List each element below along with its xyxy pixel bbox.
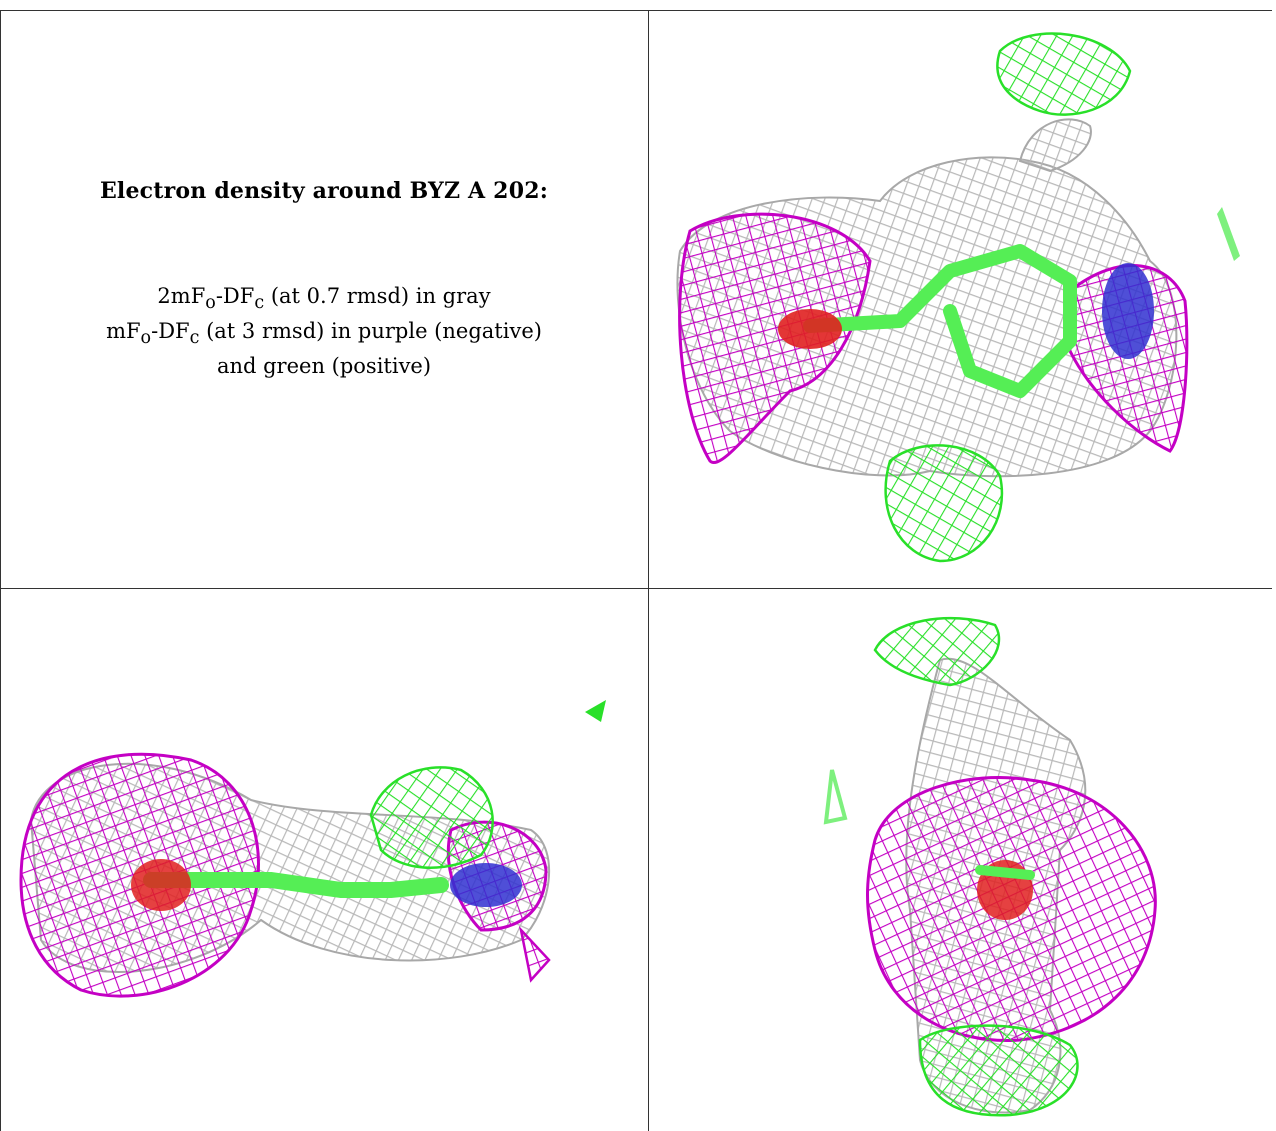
density-panel-bottom-left	[1, 590, 647, 1131]
caption-description: 2mFo-DFc (at 0.7 rmsd) in gray mFo-DFc (…	[0, 282, 648, 380]
electron-density-view-1-icon	[676, 32, 1240, 563]
grid-border-left	[0, 10, 1, 1131]
electron-density-view-3-icon	[823, 616, 1157, 1117]
density-panel-bottom-right	[650, 590, 1272, 1131]
caption-title: Electron density around BYZ A 202:	[99, 178, 549, 204]
caption-cell: Electron density around BYZ A 202: 2mFo-…	[0, 0, 648, 588]
grid-divider-horizontal	[0, 588, 1272, 589]
caption-line-mfo-dfc: mFo-DFc (at 3 rmsd) in purple (negative)	[106, 319, 542, 349]
density-panel-top-right	[650, 11, 1272, 587]
grid-divider-vertical	[648, 10, 649, 1131]
caption-line-colors: and green (positive)	[216, 354, 432, 379]
grid-border-top	[0, 10, 1272, 11]
electron-density-view-2-icon	[19, 700, 606, 998]
caption-line-2mfo-dfc: 2mFo-DFc (at 0.7 rmsd) in gray	[157, 284, 491, 314]
